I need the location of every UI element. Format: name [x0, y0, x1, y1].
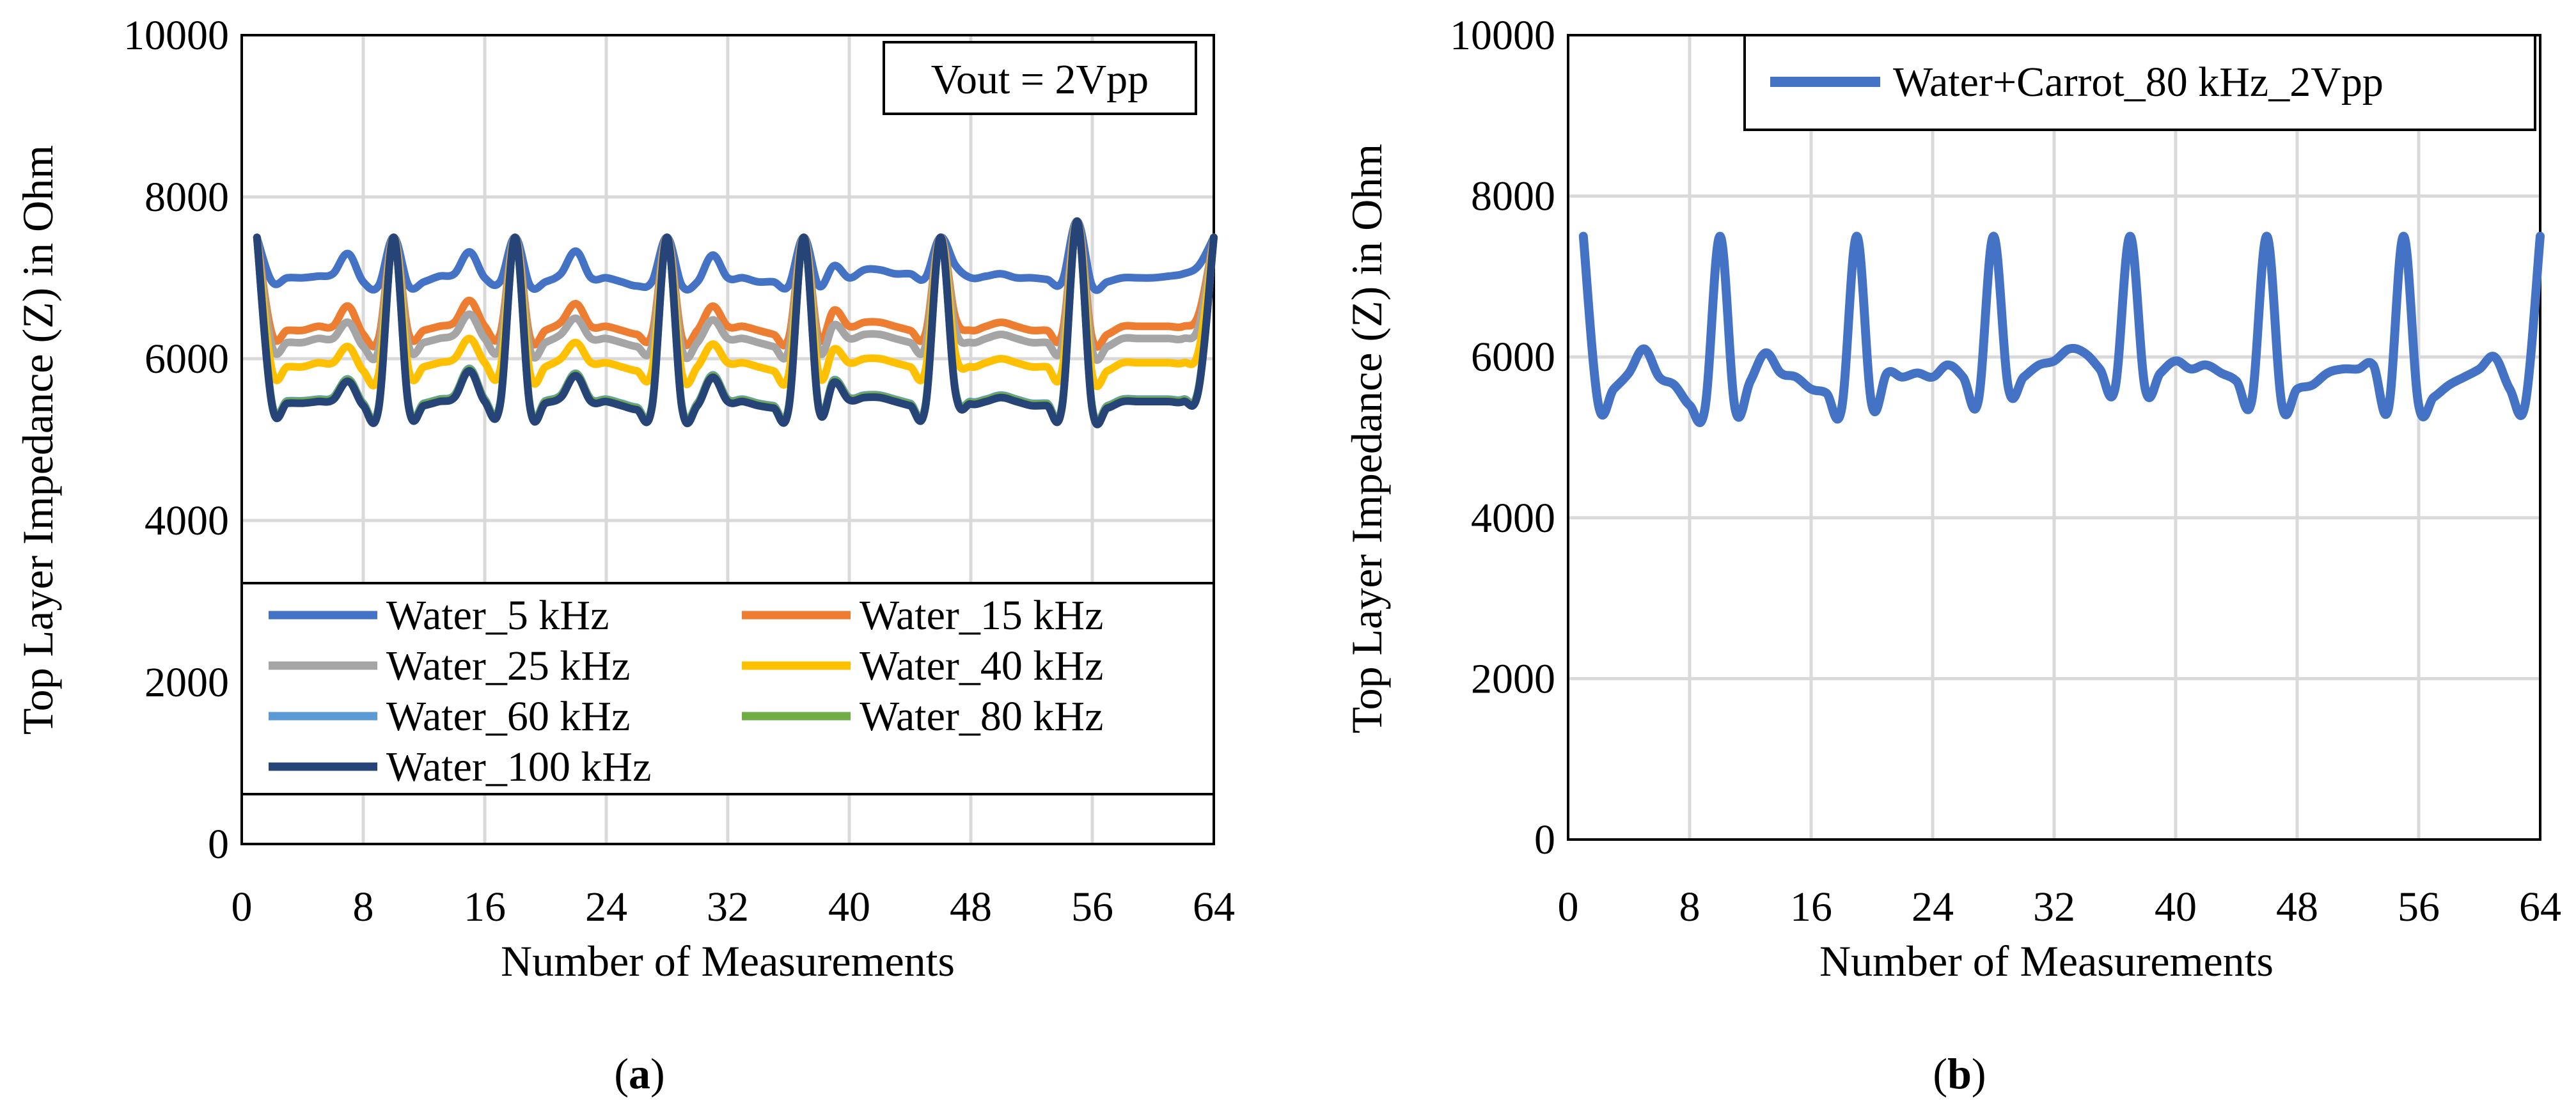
- chart-b-legend: Water+Carrot_80 kHz_2Vpp: [1743, 34, 2536, 131]
- chart-b-legend-label: Water+Carrot_80 kHz_2Vpp: [1893, 59, 2384, 106]
- chart-b-legend-items: Water+Carrot_80 kHz_2Vpp: [1770, 59, 2384, 106]
- chart-a-legend-label: Water_15 kHz: [860, 592, 1103, 639]
- chart-a-legend-label: Water_25 kHz: [386, 643, 630, 689]
- chart-b-x-tick: 0: [1558, 884, 1579, 930]
- chart-a-y-tick: 4000: [145, 497, 229, 544]
- chart-a-legend-label: Water_80 kHz: [860, 693, 1103, 740]
- chart-a-series-line-7: [253, 217, 1218, 428]
- caption-a: (a): [614, 1049, 664, 1098]
- chart-a-series-group: [253, 217, 1218, 428]
- chart-a-x-tick: 8: [353, 884, 374, 930]
- chart-a-annotation-text: Vout = 2Vpp: [931, 56, 1149, 103]
- caption-b-letter: b: [1947, 1049, 1972, 1098]
- chart-a-x-tick: 24: [585, 884, 627, 930]
- chart-a-x-tick: 64: [1193, 884, 1235, 930]
- chart-b-y-tick: 8000: [1471, 173, 1555, 220]
- chart-b-y-tick: 4000: [1471, 495, 1555, 542]
- chart-a-y-tick: 6000: [145, 336, 229, 382]
- chart-b-y-tick: 10000: [1450, 12, 1555, 59]
- chart-a-x-tick: 56: [1071, 884, 1113, 930]
- chart-a-y-tick: 8000: [145, 174, 229, 221]
- chart-b-x-tick: 16: [1790, 884, 1832, 930]
- chart-a-y-tick-labels: 0 2000 4000 6000 8000 10000: [123, 12, 229, 868]
- chart-a-legend-label: Water_5 kHz: [386, 592, 609, 639]
- chart-a-plot-frame: [240, 34, 1215, 845]
- chart-a-legend-box: [240, 582, 1215, 795]
- chart-a-legend-label: Water_60 kHz: [386, 693, 630, 740]
- chart-a-gridlines: [242, 35, 1214, 844]
- chart-b-x-tick: 64: [2519, 884, 2561, 930]
- chart-a-x-tick-labels: 0 8 16 24 32 40 48 56 64: [232, 884, 1236, 930]
- chart-a-x-axis-title: Number of Measurements: [501, 937, 955, 985]
- chart-a-x-tick: 16: [464, 884, 506, 930]
- chart-b-x-tick: 32: [2033, 884, 2075, 930]
- chart-a-x-tick: 0: [232, 884, 253, 930]
- chart-a-annotation-box: [883, 41, 1197, 115]
- chart-b-y-tick: 2000: [1471, 655, 1555, 702]
- chart-a-legend-label: Water_100 kHz: [386, 744, 651, 790]
- chart-b-x-tick: 24: [1912, 884, 1954, 930]
- caption-a-letter: a: [629, 1049, 650, 1098]
- chart-b-x-tick-labels: 0 8 16 24 32 40 48 56 64: [1558, 884, 2562, 930]
- chart-a-y-axis-title: Top Layer Impedance (Z) in Ohm: [13, 145, 62, 735]
- chart-a-x-tick: 48: [950, 884, 992, 930]
- chart-b-y-axis-title: Top Layer Impedance (Z) in Ohm: [1342, 144, 1391, 733]
- chart-b-series-group: [1578, 231, 2545, 427]
- chart-a-series-line-1: [253, 217, 1218, 294]
- chart-b-series-line-1: [1578, 231, 2545, 427]
- chart-b-x-tick: 8: [1679, 884, 1700, 930]
- chart-a-x-tick: 40: [828, 884, 870, 930]
- caption-b: (b): [1933, 1049, 1986, 1098]
- chart-b-gridlines: [1568, 35, 2540, 840]
- chart-b-y-tick-labels: 0 2000 4000 6000 8000 10000: [1450, 12, 1555, 863]
- chart-b-y-tick: 0: [1534, 817, 1555, 863]
- chart-a-x-tick: 32: [707, 884, 749, 930]
- chart-a-y-tick: 2000: [145, 659, 229, 706]
- chart-b-y-tick: 6000: [1471, 334, 1555, 380]
- chart-b-x-tick: 40: [2155, 884, 2197, 930]
- chart-a-vout-annotation: Vout = 2Vpp: [883, 41, 1197, 115]
- chart-b-x-tick: 48: [2276, 884, 2318, 930]
- chart-a-legend-label: Water_40 kHz: [860, 643, 1103, 689]
- chart-a-y-tick: 10000: [123, 12, 229, 59]
- chart-b-x-axis-title: Number of Measurements: [1819, 937, 2274, 985]
- chart-a-y-tick: 0: [208, 821, 229, 868]
- chart-b-x-tick: 56: [2398, 884, 2440, 930]
